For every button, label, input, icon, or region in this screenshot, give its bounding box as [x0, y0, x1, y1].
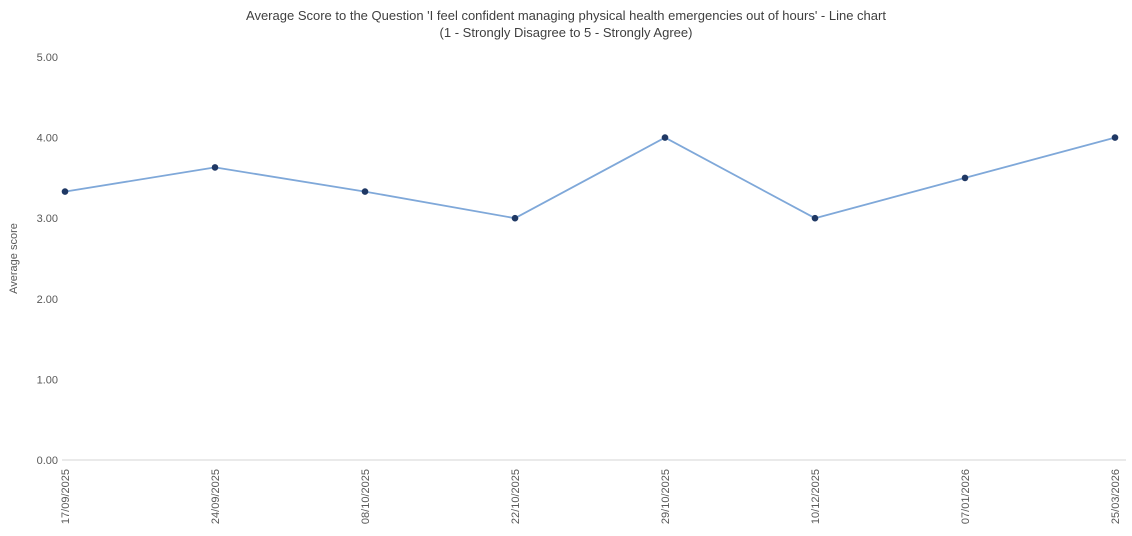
- x-tick-label: 10/12/2025: [810, 469, 822, 524]
- y-axis-title: Average score: [8, 223, 20, 294]
- data-point: [811, 214, 819, 222]
- data-point: [61, 188, 69, 195]
- y-tick-label: 0.00: [37, 455, 58, 467]
- x-tick-label: 17/09/2025: [60, 469, 72, 524]
- x-tick-label: 24/09/2025: [210, 469, 222, 524]
- line-series: [64, 136, 1116, 220]
- y-tick-label: 3.00: [37, 213, 58, 225]
- data-point: [361, 188, 369, 195]
- data-point: [1111, 134, 1119, 141]
- data-point: [661, 134, 669, 141]
- data-point: [961, 174, 969, 182]
- data-point: [511, 214, 519, 222]
- data-point: [211, 164, 219, 171]
- x-tick-label: 08/10/2025: [360, 469, 372, 524]
- x-tick-label: 22/10/2025: [510, 469, 522, 524]
- x-tick-label: 25/03/2026: [1110, 469, 1122, 524]
- y-tick-label: 1.00: [37, 374, 58, 386]
- y-tick-label: 2.00: [37, 294, 58, 306]
- y-tick-label: 5.00: [37, 52, 58, 64]
- chart-title-line1: Average Score to the Question 'I feel co…: [246, 8, 886, 23]
- x-tick-label: 29/10/2025: [660, 469, 672, 524]
- y-tick-label: 4.00: [37, 133, 58, 145]
- x-tick-label: 07/01/2026: [960, 469, 972, 524]
- chart-title: Average Score to the Question 'I feel co…: [0, 7, 1132, 41]
- chart-title-line2: (1 - Strongly Disagree to 5 - Strongly A…: [439, 25, 693, 40]
